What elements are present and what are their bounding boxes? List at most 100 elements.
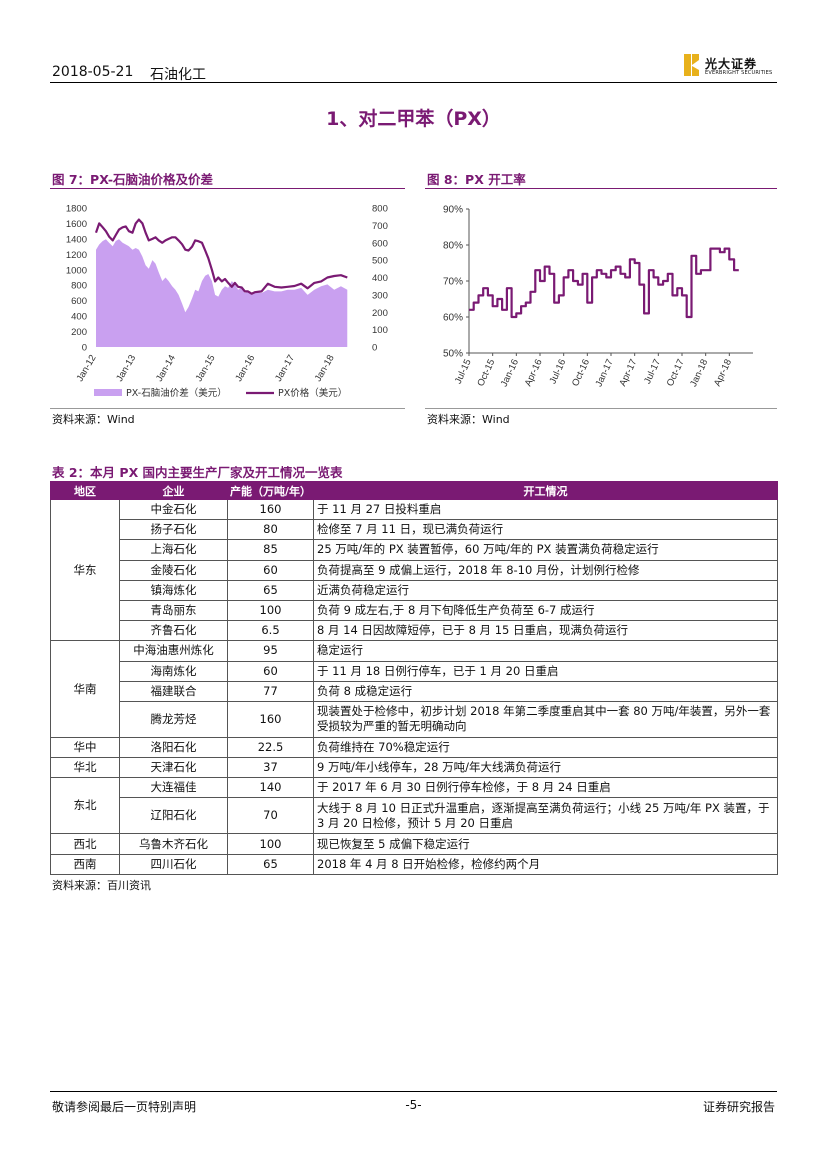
table-row: 青岛丽东 100 负荷 9 成左右,于 8 月下旬降低生产负荷至 6-7 成运行	[51, 599, 778, 622]
x-tick-label: Jul-16	[547, 358, 568, 386]
y-right-tick-label: 200	[372, 308, 388, 319]
company-cell: 金陵石化	[119, 559, 228, 581]
y-right-tick-label: 500	[372, 256, 388, 267]
figure8-source-rule	[425, 408, 777, 409]
header-status: 开工情况	[313, 481, 778, 500]
status-cell: 现装置处于检修中，初步计划 2018 年第二季度重启其中一套 80 万吨/年装置…	[313, 700, 778, 738]
legend-price-label: PX价格（美元）	[278, 387, 347, 399]
y-right-tick-label: 400	[372, 273, 388, 284]
company-cell: 福建联合	[119, 680, 228, 702]
footer-report-type: 证券研究报告	[702, 1100, 775, 1114]
status-cell: 检修至 7 月 11 日，现已满负荷运行	[313, 519, 778, 541]
status-cell: 2018 年 4 月 8 日开始检修，检修约两个月	[313, 853, 778, 875]
y-right-tick-label: 800	[372, 204, 388, 215]
status-cell: 于 2017 年 6 月 30 日例行停车检修，于 8 月 24 日重启	[313, 777, 778, 799]
status-cell: 近满负荷稳定运行	[313, 579, 778, 601]
header-capacity: 产能（万吨/年）	[227, 481, 314, 500]
status-cell: 于 11 月 18 日例行停车，已于 1 月 20 日重启	[313, 660, 778, 682]
status-cell: 稳定运行	[313, 640, 778, 662]
table2-title: 表 2：本月 PX 国内主要生产厂家及开工情况一览表	[52, 465, 343, 480]
table-row: 华南 中海油惠州炼化 95 稳定运行	[50, 640, 778, 738]
footer-disclaimer: 敬请参阅最后一页特别声明	[52, 1100, 197, 1114]
x-tick-label: Oct-16	[570, 358, 592, 388]
capacity-cell: 65	[227, 579, 314, 601]
capacity-cell: 140	[227, 777, 314, 799]
x-tick-label: Jan-17	[273, 353, 297, 384]
table-row: 福建联合 77 负荷 8 成稳定运行	[51, 680, 778, 702]
y-left-tick-label: 1800	[66, 204, 87, 215]
figure7-title-rule	[50, 188, 405, 189]
figure8-title: 图 8：PX 开工率	[427, 172, 526, 187]
y-tick-label: 60%	[443, 313, 463, 324]
table-row: 镇海炼化 65 近满负荷稳定运行	[51, 579, 778, 601]
y-tick-label: 80%	[443, 241, 463, 252]
company-cell: 腾龙芳烃	[119, 700, 228, 738]
figure8-title-rule	[425, 188, 777, 189]
header-region: 地区	[50, 481, 120, 500]
table-row: 华东 中金石化 160 于 11 月 27 日投料重启	[50, 498, 778, 642]
region-cell: 西南	[50, 853, 120, 875]
company-cell: 大连福佳	[119, 777, 228, 799]
x-tick-label: Apr-17	[617, 358, 639, 388]
figure7-title: 图 7：PX-石脑油价格及价差	[52, 172, 214, 187]
header-divider	[50, 82, 777, 83]
company-cell: 洛阳石化	[119, 736, 228, 759]
company-cell: 青岛丽东	[119, 599, 228, 622]
company-cell: 齐鲁石化	[119, 620, 228, 642]
table2-source: 资料来源：百川资讯	[52, 879, 151, 892]
report-date: 2018-05-21	[52, 64, 134, 80]
company-cell: 乌鲁木齐石化	[119, 833, 228, 855]
spread-area	[96, 239, 348, 347]
status-cell: 于 11 月 27 日投料重启	[313, 498, 778, 521]
y-tick-label: 90%	[443, 205, 463, 216]
capacity-cell: 70	[227, 797, 314, 835]
table-row: 齐鲁石化 6.5 8 月 14 日因故障短停，已于 8 月 15 日重启，现满负…	[51, 620, 778, 642]
capacity-cell: 60	[227, 559, 314, 581]
utilization-line	[469, 247, 739, 319]
region-cell: 华东	[50, 498, 120, 642]
x-tick-label: Jan-15	[194, 353, 218, 384]
x-tick-label: Jan-18	[688, 358, 710, 389]
company-logo: 光大证券 EVERBRIGHT SECURITIES	[684, 54, 780, 80]
y-left-tick-label: 0	[82, 343, 87, 354]
header-company: 企业	[119, 481, 228, 500]
y-right-tick-label: 0	[372, 343, 377, 354]
company-cell: 四川石化	[119, 853, 228, 875]
status-cell: 负荷提高至 9 成偏上运行，2018 年 8-10 月份，计划例行检修	[313, 559, 778, 581]
company-cell: 上海石化	[119, 539, 228, 561]
capacity-cell: 160	[227, 700, 314, 738]
logo-mark-icon	[684, 54, 699, 76]
report-sector: 石油化工	[150, 67, 206, 83]
capacity-cell: 65	[227, 853, 314, 875]
y-tick-label: 50%	[443, 349, 463, 360]
logo-english-name: EVERBRIGHT SECURITIES	[705, 70, 773, 76]
footer-divider	[50, 1091, 777, 1092]
capacity-cell: 100	[227, 599, 314, 622]
x-tick-label: Jan-16	[499, 358, 521, 389]
company-cell: 镇海炼化	[119, 579, 228, 601]
y-tick-label: 70%	[443, 277, 463, 288]
y-left-tick-label: 600	[71, 296, 87, 307]
capacity-cell: 85	[227, 539, 314, 561]
x-tick-label: Jan-16	[233, 353, 257, 384]
x-tick-label: Jan-18	[313, 353, 337, 384]
status-cell: 负荷维持在 70%稳定运行	[313, 736, 778, 759]
capacity-cell: 22.5	[227, 736, 314, 759]
x-tick-label: Jan-14	[154, 353, 178, 384]
table-row: 上海石化 85 25 万吨/年的 PX 装置暂停，60 万吨/年的 PX 装置满…	[51, 539, 778, 561]
x-tick-label: Jul-15	[453, 358, 474, 386]
legend-spread-swatch	[94, 389, 122, 396]
capacity-cell: 77	[227, 680, 314, 702]
y-right-tick-label: 600	[372, 238, 388, 249]
figure8-source: 资料来源：Wind	[427, 413, 510, 426]
section-title: 1、对二甲苯（PX）	[326, 108, 501, 130]
y-right-tick-label: 300	[372, 290, 388, 301]
y-right-tick-label: 700	[372, 221, 388, 232]
y-left-tick-label: 1600	[66, 219, 87, 230]
company-cell: 天津石化	[119, 757, 228, 779]
capacity-cell: 95	[227, 640, 314, 662]
x-tick-label: Jul-17	[642, 358, 663, 386]
table-row: 华北 天津石化 37 9 万吨/年小线停车，28 万吨/年大线满负荷运行	[50, 757, 778, 779]
company-cell: 中海油惠州炼化	[119, 640, 228, 662]
y-left-tick-label: 1200	[66, 250, 87, 261]
